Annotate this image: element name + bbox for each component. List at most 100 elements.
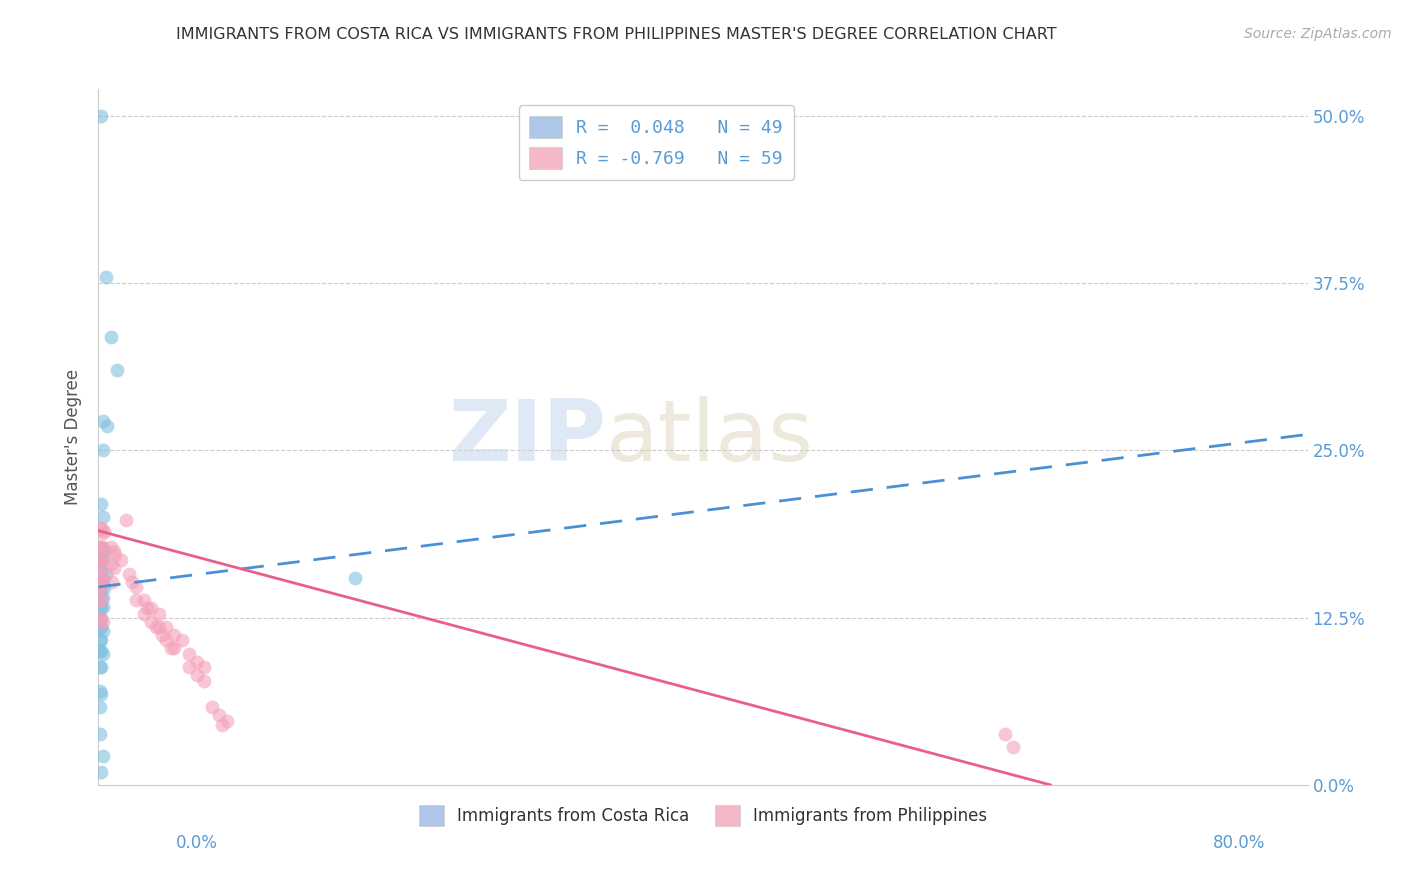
Point	[90, 573, 112, 587]
Point	[90, 564, 112, 578]
Point	[89, 700, 111, 714]
Point	[105, 363, 128, 377]
Point	[90, 521, 112, 535]
Point	[91, 553, 114, 567]
Point	[91, 624, 114, 639]
Point	[110, 553, 132, 567]
Point	[125, 593, 148, 607]
Point	[101, 574, 124, 589]
Text: atlas: atlas	[606, 395, 814, 479]
Point	[90, 687, 112, 701]
Point	[90, 593, 112, 607]
Point	[91, 510, 114, 524]
Point	[155, 620, 177, 634]
Point	[103, 561, 125, 575]
Point	[163, 641, 186, 656]
Point	[91, 414, 114, 428]
Point	[90, 580, 112, 594]
Point	[215, 714, 238, 728]
Point	[90, 644, 112, 658]
Point	[186, 655, 208, 669]
Point	[89, 553, 111, 567]
Point	[90, 633, 112, 648]
Text: 0.0%: 0.0%	[176, 834, 218, 852]
Point	[89, 573, 111, 587]
Point	[89, 566, 111, 581]
Point	[91, 647, 114, 661]
Point	[94, 566, 117, 581]
Legend: Immigrants from Costa Rica, Immigrants from Philippines: Immigrants from Costa Rica, Immigrants f…	[412, 798, 994, 832]
Point	[90, 620, 112, 634]
Point	[94, 269, 117, 284]
Point	[91, 591, 114, 605]
Point	[89, 553, 111, 567]
Point	[148, 620, 170, 634]
Point	[89, 582, 111, 596]
Text: IMMIGRANTS FROM COSTA RICA VS IMMIGRANTS FROM PHILIPPINES MASTER'S DEGREE CORREL: IMMIGRANTS FROM COSTA RICA VS IMMIGRANTS…	[176, 27, 1056, 42]
Point	[994, 727, 1017, 741]
Point	[160, 641, 183, 656]
Point	[179, 660, 201, 674]
Y-axis label: Master's Degree: Master's Degree	[65, 369, 83, 505]
Point	[145, 620, 167, 634]
Point	[201, 700, 224, 714]
Point	[132, 607, 155, 621]
Point	[90, 764, 112, 779]
Point	[89, 564, 111, 578]
Point	[163, 628, 186, 642]
Point	[91, 553, 114, 567]
Point	[148, 607, 170, 621]
Point	[90, 544, 112, 558]
Point	[90, 540, 112, 554]
Point	[186, 668, 208, 682]
Text: 80.0%: 80.0%	[1213, 834, 1265, 852]
Point	[89, 660, 111, 674]
Point	[89, 633, 111, 648]
Point	[91, 540, 114, 554]
Point	[100, 557, 122, 572]
Point	[90, 553, 112, 567]
Point	[141, 601, 163, 615]
Point	[93, 582, 115, 596]
Point	[89, 580, 111, 594]
Point	[90, 614, 112, 628]
Point	[125, 580, 148, 594]
Point	[103, 544, 125, 558]
Point	[193, 660, 215, 674]
Point	[344, 571, 367, 585]
Point	[91, 748, 114, 763]
Point	[90, 611, 112, 625]
Point	[104, 548, 127, 562]
Point	[89, 611, 111, 625]
Point	[118, 566, 141, 581]
Point	[89, 727, 111, 741]
Point	[211, 717, 233, 731]
Point	[89, 593, 111, 607]
Point	[93, 544, 115, 558]
Point	[89, 611, 111, 625]
Point	[141, 615, 163, 629]
Point	[114, 513, 136, 527]
Point	[100, 540, 122, 554]
Text: ZIP: ZIP	[449, 395, 606, 479]
Point	[93, 524, 115, 538]
Point	[89, 540, 111, 554]
Point	[91, 443, 114, 458]
Point	[1001, 740, 1024, 755]
Point	[150, 628, 173, 642]
Point	[91, 573, 114, 587]
Point	[90, 497, 112, 511]
Point	[90, 660, 112, 674]
Point	[96, 419, 118, 434]
Point	[91, 571, 114, 585]
Point	[193, 673, 215, 688]
Point	[89, 540, 111, 554]
Point	[90, 566, 112, 581]
Point	[89, 521, 111, 535]
Point	[170, 633, 193, 648]
Point	[135, 601, 157, 615]
Point	[121, 574, 143, 589]
Point	[100, 330, 122, 344]
Point	[91, 615, 114, 629]
Point	[90, 109, 112, 123]
